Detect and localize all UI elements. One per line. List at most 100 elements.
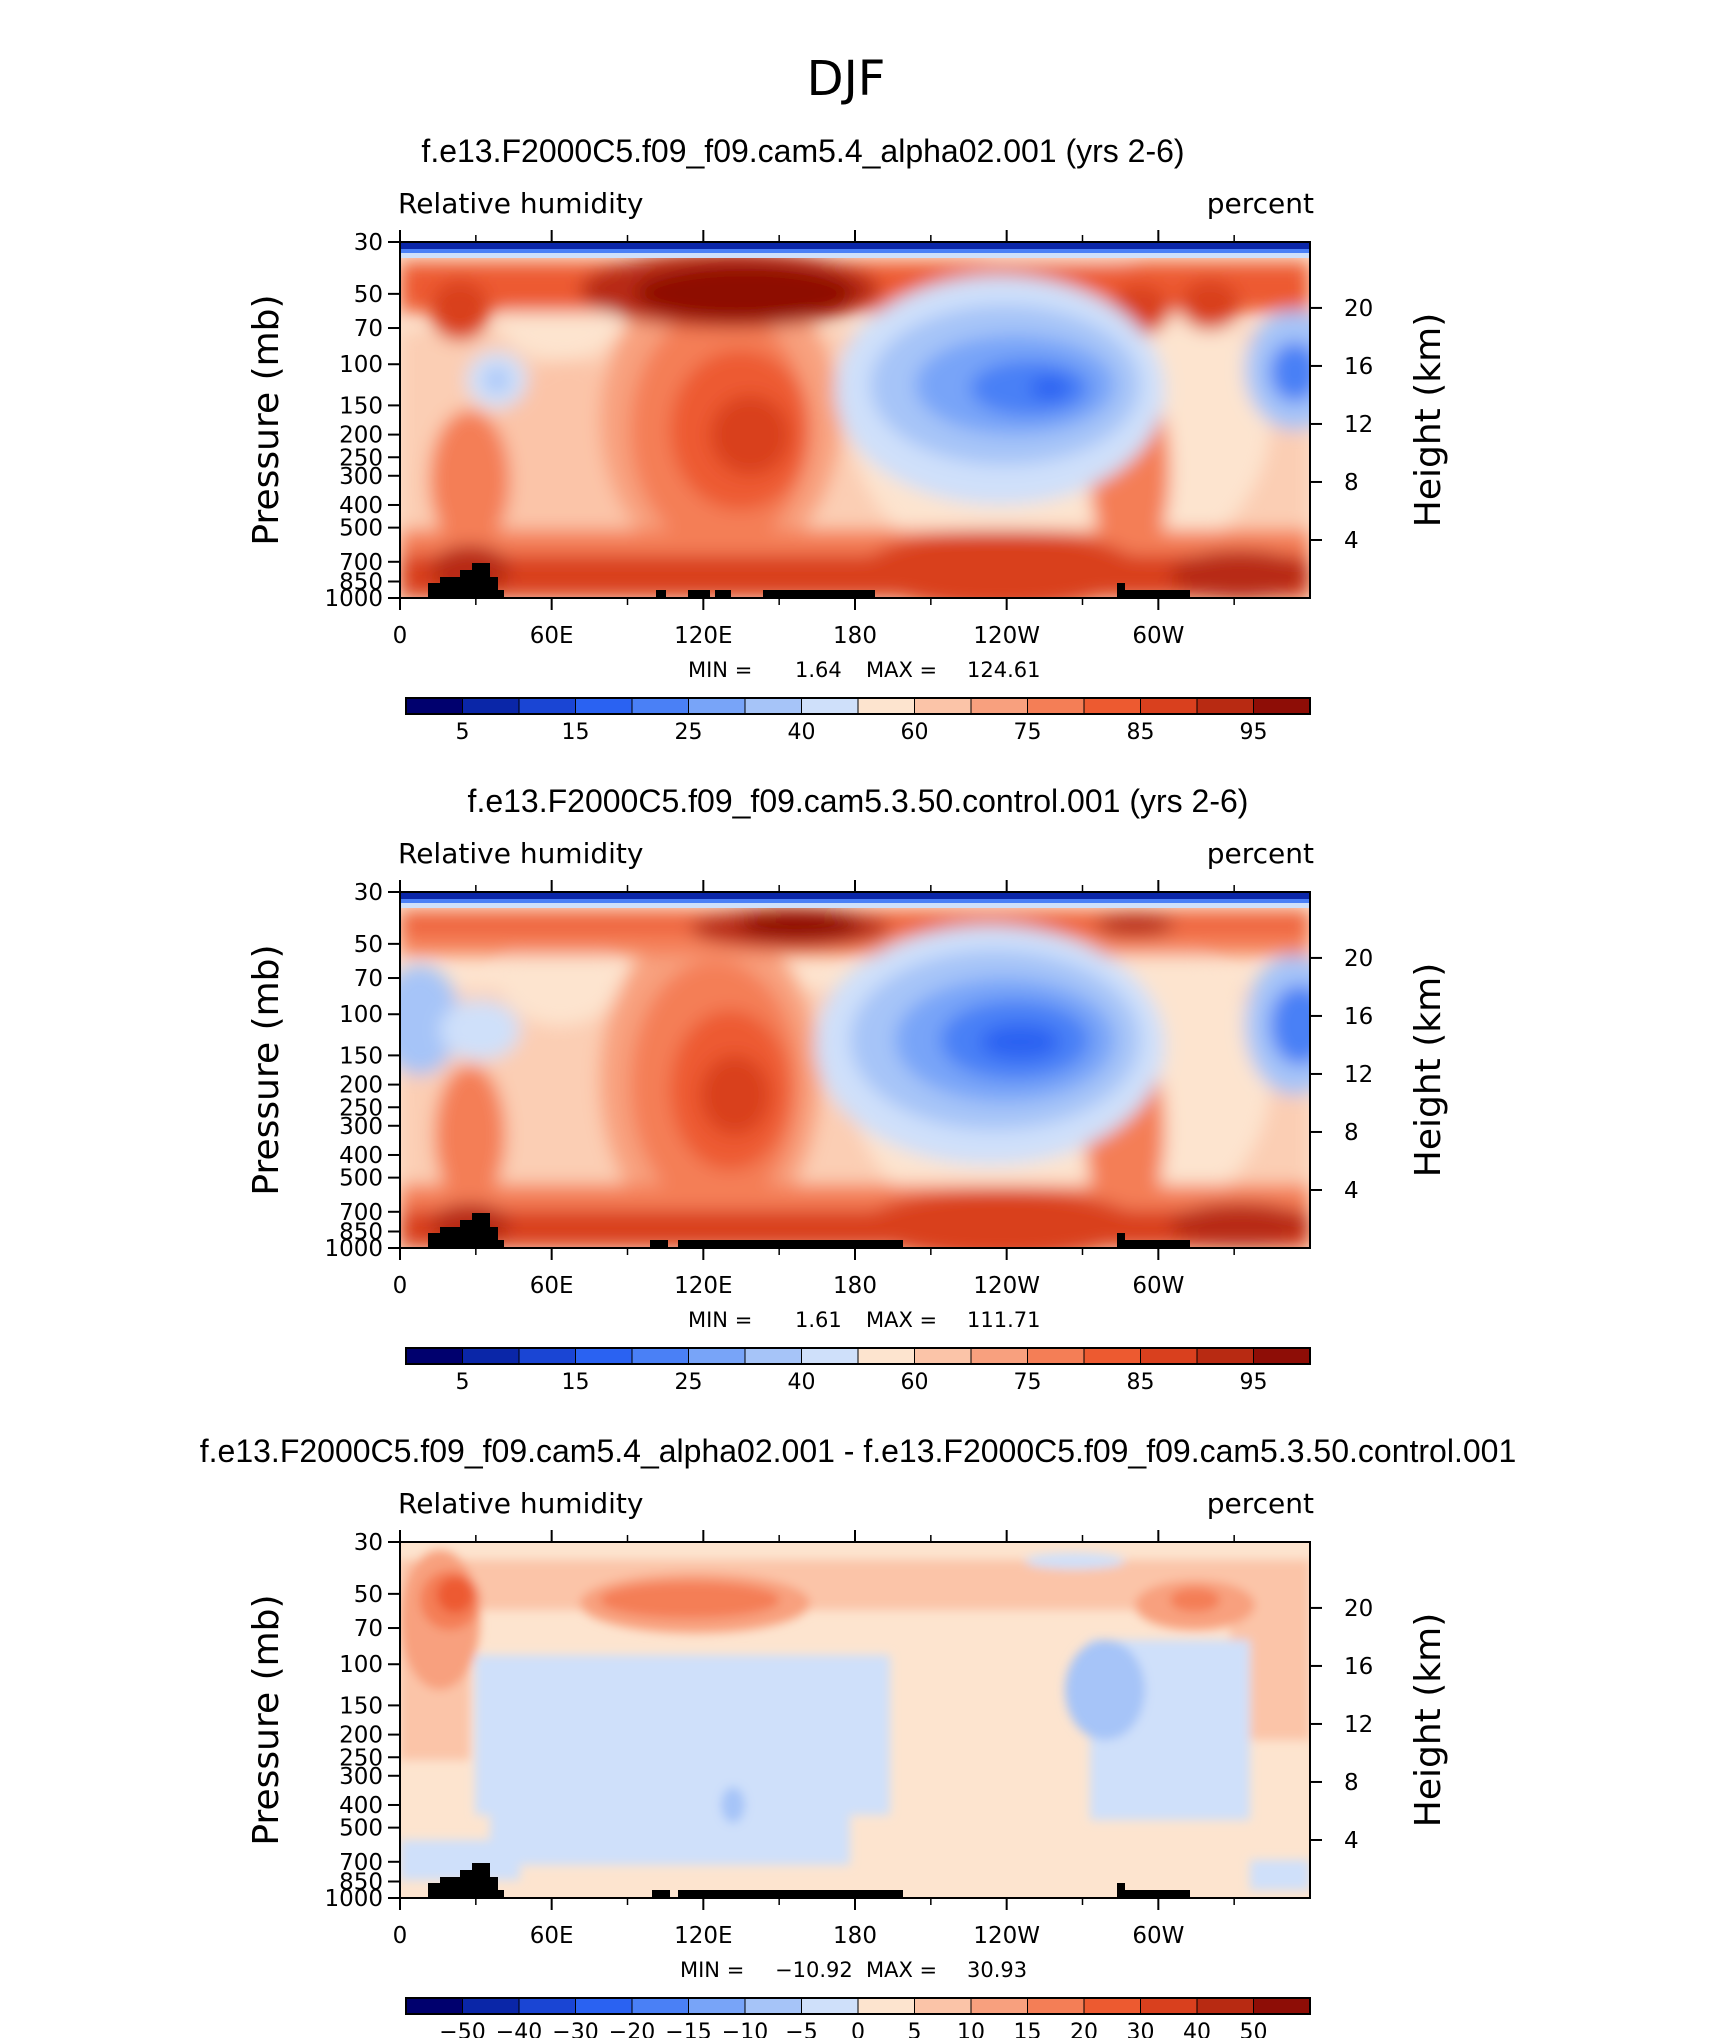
pressure-tick-label: 200 xyxy=(339,423,383,449)
pressure-tick-label: 50 xyxy=(354,932,383,958)
max-label: MAX = xyxy=(866,1308,937,1332)
height-tick-label: 8 xyxy=(1344,1120,1359,1146)
colorbar-swatch xyxy=(575,1347,633,1365)
colorbar-swatch xyxy=(1253,697,1311,715)
y-axis-title: Pressure (mb) xyxy=(246,294,287,545)
colorbar-tick-label: −40 xyxy=(496,2020,542,2038)
colorbar-swatch xyxy=(1140,697,1198,715)
pressure-tick-label: 300 xyxy=(339,1764,383,1790)
pressure-tick-label: 1000 xyxy=(324,1886,383,1912)
colorbar-swatch xyxy=(914,1347,972,1365)
pressure-tick-label: 850 xyxy=(339,570,383,596)
colorbar-swatch xyxy=(970,697,1028,715)
pressure-tick-label: 150 xyxy=(339,1043,383,1069)
panel-title: f.e13.F2000C5.f09_f09.cam5.3.50.control.… xyxy=(468,783,1249,819)
colorbar-tick-label: 0 xyxy=(851,2020,865,2038)
colorbar-swatch xyxy=(914,1997,972,2015)
colorbar-swatch xyxy=(518,1997,576,2015)
colorbar-frame xyxy=(405,1997,1311,2015)
height-tick-label: 12 xyxy=(1344,412,1373,438)
pressure-tick-label: 400 xyxy=(339,1143,383,1169)
pressure-tick-label: 250 xyxy=(339,1095,383,1121)
pressure-tick-label: 700 xyxy=(339,1850,383,1876)
colorbar-swatch xyxy=(405,697,463,715)
height-tick-label: 20 xyxy=(1344,296,1373,322)
colorbar-tick-label: 5 xyxy=(908,2020,922,2038)
lon-tick-label: 180 xyxy=(833,1273,877,1299)
pressure-tick-label: 100 xyxy=(339,1652,383,1678)
colorbar-swatch xyxy=(1196,697,1254,715)
colorbar-swatch xyxy=(744,697,802,715)
min-value: 1.64 xyxy=(795,658,842,682)
contour-field xyxy=(400,1542,1310,1898)
height-tick-label: 8 xyxy=(1344,470,1359,496)
units-label: percent xyxy=(1207,837,1314,870)
lon-tick-label: 0 xyxy=(393,1923,408,1949)
colorbar-swatch xyxy=(857,1997,915,2015)
pressure-tick-label: 500 xyxy=(339,1166,383,1192)
colorbar-tick-label: 40 xyxy=(1183,2020,1211,2038)
max-label: MAX = xyxy=(866,658,937,682)
y2-axis-title: Height (km) xyxy=(1408,1613,1449,1827)
max-value: 111.71 xyxy=(967,1308,1040,1332)
colorbar-swatch xyxy=(462,697,520,715)
colorbar-swatch xyxy=(1253,1347,1311,1365)
colorbar: 5 15 25 40 60 75 85 95 xyxy=(405,697,1311,745)
height-tick-label: 4 xyxy=(1344,1828,1359,1854)
colorbar: −50 −40 −30 −20 −15 −10 −5 0 5 10 15 20 30 40 50 xyxy=(405,1997,1311,2038)
colorbar-swatch xyxy=(801,697,859,715)
min-value: 1.61 xyxy=(795,1308,842,1332)
pressure-tick-label: 100 xyxy=(339,352,383,378)
colorbar-frame xyxy=(405,697,1311,715)
pressure-tick-label: 150 xyxy=(339,393,383,419)
min-value: −10.92 xyxy=(775,1958,853,1982)
colorbar-tick-label: −30 xyxy=(552,2020,598,2038)
colorbar-swatch xyxy=(744,1997,802,2015)
pressure-tick-label: 500 xyxy=(339,1816,383,1842)
colorbar-swatch xyxy=(970,1347,1028,1365)
pressure-tick-label: 850 xyxy=(339,1220,383,1246)
pressure-tick-label: 700 xyxy=(339,1200,383,1226)
colorbar-tick-label: 40 xyxy=(788,720,816,745)
colorbar: 5 15 25 40 60 75 85 95 xyxy=(405,1347,1311,1395)
pressure-tick-label: 70 xyxy=(354,1616,383,1642)
height-tick-label: 16 xyxy=(1344,1654,1373,1680)
pressure-tick-label: 70 xyxy=(354,316,383,342)
y2-axis-title: Height (km) xyxy=(1408,313,1449,527)
pressure-tick-label: 300 xyxy=(339,1114,383,1140)
colorbar-swatch xyxy=(688,697,746,715)
colorbar-swatch xyxy=(801,1347,859,1365)
y-axis-title: Pressure (mb) xyxy=(246,944,287,1195)
pressure-tick-label: 300 xyxy=(339,464,383,490)
pressure-tick-label: 250 xyxy=(339,445,383,471)
colorbar-tick-label: 10 xyxy=(957,2020,985,2038)
pressure-tick-label: 30 xyxy=(354,230,383,256)
colorbar-swatch xyxy=(857,1347,915,1365)
pressure-tick-label: 200 xyxy=(339,1073,383,1099)
colorbar-tick-label: −10 xyxy=(722,2020,768,2038)
colorbar-swatch xyxy=(631,697,689,715)
lon-tick-label: 0 xyxy=(393,1273,408,1299)
colorbar-swatch xyxy=(405,1347,463,1365)
variable-label: Relative humidity xyxy=(398,837,643,870)
pressure-tick-label: 400 xyxy=(339,493,383,519)
colorbar-tick-label: −20 xyxy=(609,2020,655,2038)
figure-title: DJF xyxy=(807,51,886,107)
colorbar-tick-label: −15 xyxy=(665,2020,711,2038)
y2-axis-title: Height (km) xyxy=(1408,963,1449,1177)
pressure-tick-label: 70 xyxy=(354,966,383,992)
max-label: MAX = xyxy=(866,1958,937,1982)
lon-tick-label: 120E xyxy=(674,623,732,649)
panel-control: f.e13.F2000C5.f09_f09.cam5.3.50.control.… xyxy=(246,783,1449,1395)
variable-label: Relative humidity xyxy=(398,1487,643,1520)
colorbar-swatch xyxy=(1196,1347,1254,1365)
pressure-tick-label: 1000 xyxy=(324,586,383,612)
colorbar-swatch xyxy=(688,1997,746,2015)
lon-tick-label: 60E xyxy=(530,623,574,649)
max-value: 30.93 xyxy=(967,1958,1027,1982)
lon-tick-label: 120W xyxy=(973,623,1040,649)
height-tick-label: 4 xyxy=(1344,528,1359,554)
colorbar-tick-label: 85 xyxy=(1127,1370,1155,1395)
colorbar-swatch xyxy=(1083,1347,1141,1365)
